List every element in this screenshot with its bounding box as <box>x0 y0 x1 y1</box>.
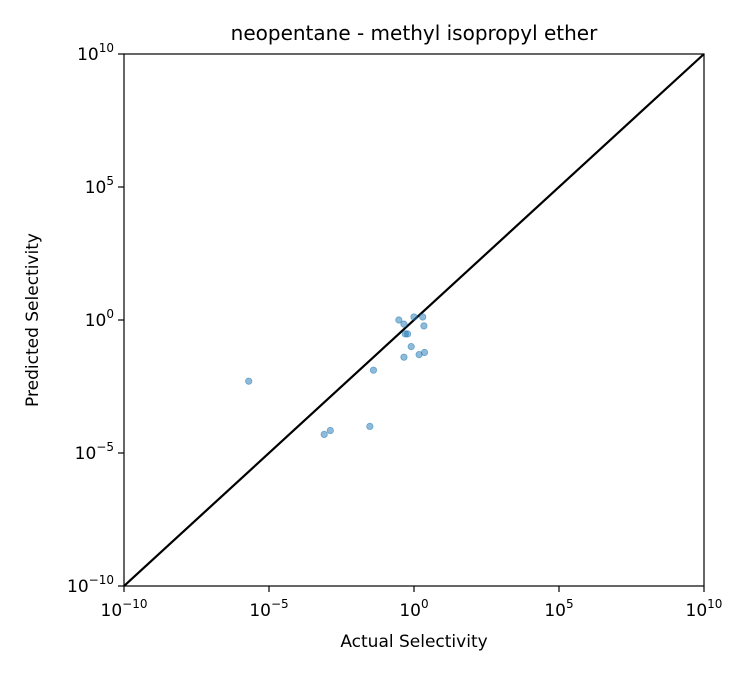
x-tick-label: 100 <box>399 597 428 621</box>
data-point-6 <box>395 316 403 324</box>
x-tick-label: 10−5 <box>249 597 288 621</box>
y-tick-label: 10−5 <box>75 440 114 464</box>
data-point-9 <box>403 330 412 338</box>
data-point-2 <box>320 430 328 439</box>
x-tick-label: 105 <box>544 597 573 621</box>
x-axis-label: Actual Selectivity <box>340 632 487 652</box>
data-point-14 <box>419 313 427 321</box>
data-point-3 <box>326 426 334 435</box>
plot-frame <box>123 53 705 587</box>
x-tick-label: 10−10 <box>101 597 148 621</box>
data-point-1 <box>245 377 253 385</box>
data-point-7 <box>400 320 408 328</box>
data-point-16 <box>420 348 429 357</box>
data-point-12 <box>400 353 408 361</box>
y-axis-label: Predicted Selectivity <box>23 233 43 407</box>
data-point-11 <box>410 313 418 321</box>
y-tick-label: 10−10 <box>67 573 114 597</box>
data-point-15 <box>420 322 428 330</box>
data-point-4 <box>366 422 374 430</box>
y-tick-label: 1010 <box>77 41 114 65</box>
data-point-10 <box>407 342 415 351</box>
data-point-5 <box>369 366 378 374</box>
y-tick-label: 105 <box>85 174 114 198</box>
data-points <box>245 313 429 439</box>
axis-ticks: 10−10 10−5 100 105 1010 10−10 10−5 100 105 1010 <box>67 41 722 621</box>
chart-title: neopentane - methyl isopropyl ether <box>231 21 598 45</box>
axes-frame <box>123 53 705 587</box>
y-tick-label: 100 <box>85 307 114 331</box>
x-tick-label: 1010 <box>686 597 723 621</box>
